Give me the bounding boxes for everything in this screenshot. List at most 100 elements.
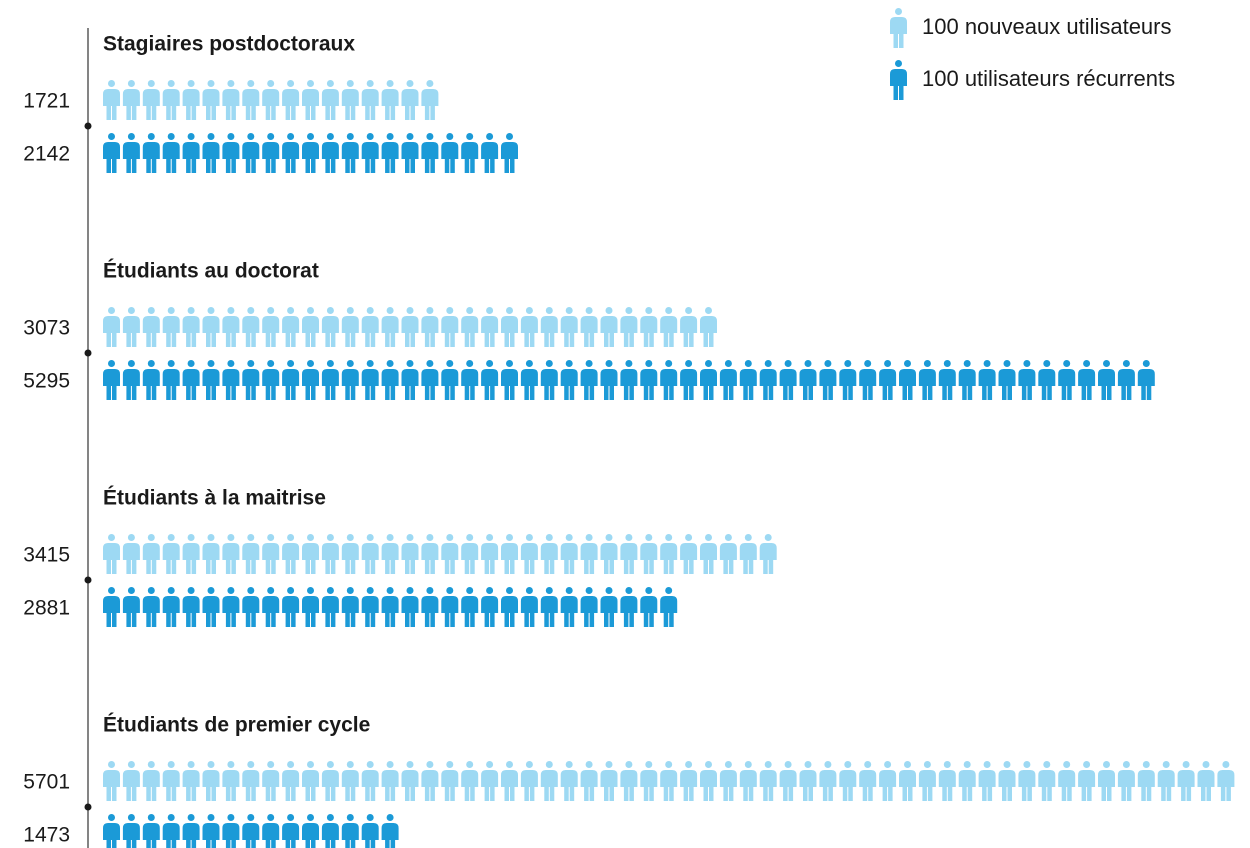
icon-head [386,814,394,821]
icon-body [421,369,439,386]
icon-leg [470,385,475,400]
icon-leg [862,385,868,400]
icon-head [227,307,235,314]
icon [600,307,618,347]
icon-head [127,587,135,594]
icon [938,360,956,400]
icon-leg [206,158,211,173]
icon-body [381,369,399,386]
icon-body [341,770,359,787]
icon-head [506,360,513,367]
icon-head [705,534,712,541]
icon-leg [444,332,450,347]
icon-body [302,770,319,787]
icon-leg [166,612,171,627]
icon-head [1083,761,1091,768]
icon-head [565,534,573,541]
icon-leg [330,105,336,120]
icon-body [103,770,120,787]
icon-leg [643,612,649,627]
icon-body [520,543,538,560]
icon-head [1023,761,1031,768]
icon-leg [385,839,390,848]
icon-leg [524,612,529,627]
icon-head [127,133,135,140]
icon-leg [430,332,435,347]
icon-leg [330,786,336,801]
icon [103,587,120,627]
icon [242,761,260,801]
icon-body [620,543,638,560]
icon-leg [405,612,410,627]
icon-body [321,369,339,386]
icon-leg [206,332,211,347]
icon-leg [186,332,191,347]
icon-leg [549,786,555,801]
icon-leg [330,612,336,627]
icon [421,761,439,801]
icon-body [361,142,379,159]
icon [441,587,459,627]
icon-leg [131,158,137,173]
icon-leg [291,158,296,173]
icon-leg [490,332,495,347]
icon [640,360,658,400]
icon [680,307,698,347]
icon-head [207,534,215,541]
icon-leg [1027,786,1032,801]
icon-body [202,142,220,159]
icon-leg [345,786,350,801]
icon-body [381,316,399,333]
icon-body [262,369,280,386]
icon-leg [265,839,271,848]
icon-leg [604,786,609,801]
icon [142,587,160,627]
icon-body [162,823,180,840]
icon [282,80,300,120]
icon-leg [1201,786,1206,801]
icon-head [486,587,494,594]
icon-leg [768,559,774,574]
icon-head [605,761,613,768]
icon [461,761,479,801]
icon-head [127,360,135,367]
icon-leg [390,105,396,120]
icon [421,80,439,120]
icon-leg [251,786,256,801]
icon-leg [245,385,251,400]
icon-body [819,770,837,787]
icon-body [481,369,499,386]
icon [321,360,339,400]
icon-leg [365,839,370,848]
icon-head [705,360,712,367]
icon-body [580,543,598,560]
icon-head [247,814,255,821]
icon-body [421,142,439,159]
icon-head [227,587,235,594]
icon-head [307,133,314,140]
icon [242,307,260,347]
icon-body [202,823,220,840]
icon [103,534,120,574]
icon-leg [385,158,390,173]
icon-leg [410,158,415,173]
icon-head [207,761,215,768]
icon-leg [112,786,117,801]
icon-leg [112,105,117,120]
icon-leg [529,559,535,574]
icon-leg [649,559,654,574]
icon-body [461,369,479,386]
icon-leg [728,559,734,574]
icon-leg [211,559,216,574]
icon-leg [743,385,748,400]
icon-head [366,534,374,541]
icon-head [307,80,314,87]
icon-leg [390,839,396,848]
icon [282,814,300,848]
icon-leg [584,559,589,574]
icon-head [506,307,513,314]
icon-head [724,761,732,768]
icon-leg [325,786,330,801]
icon-body [779,770,797,787]
icon-head [446,360,454,367]
